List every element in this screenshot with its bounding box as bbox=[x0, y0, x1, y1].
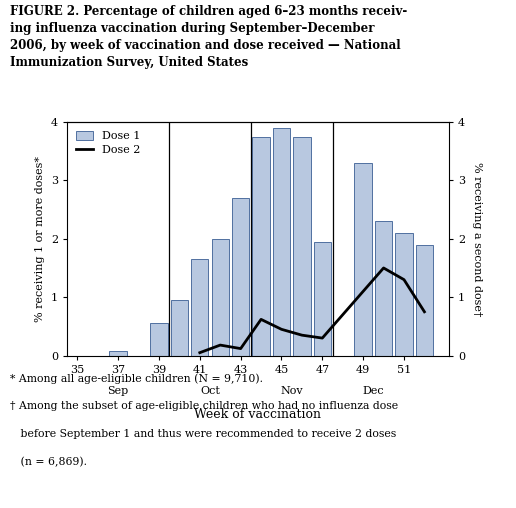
Bar bbox=[252, 137, 270, 356]
Legend: Dose 1, Dose 2: Dose 1, Dose 2 bbox=[73, 128, 143, 158]
Bar bbox=[416, 244, 433, 356]
Text: * Among all age-eligible children (N = 9,710).: * Among all age-eligible children (N = 9… bbox=[10, 373, 263, 384]
Bar bbox=[354, 163, 372, 356]
Text: Nov: Nov bbox=[280, 386, 303, 396]
Text: (n = 6,869).: (n = 6,869). bbox=[10, 457, 87, 467]
Text: Week of vaccination: Week of vaccination bbox=[195, 408, 321, 421]
Text: Sep: Sep bbox=[107, 386, 129, 396]
Text: Dec: Dec bbox=[363, 386, 384, 396]
Bar bbox=[212, 239, 229, 356]
Text: before September 1 and thus were recommended to receive 2 doses: before September 1 and thus were recomme… bbox=[10, 429, 397, 439]
Bar bbox=[375, 221, 392, 356]
Bar bbox=[314, 242, 331, 356]
Bar bbox=[395, 233, 413, 356]
Bar bbox=[273, 128, 290, 356]
Bar bbox=[150, 324, 168, 356]
Bar bbox=[293, 137, 311, 356]
Bar bbox=[191, 259, 208, 356]
Text: Oct: Oct bbox=[200, 386, 220, 396]
Text: FIGURE 2. Percentage of children aged 6–23 months receiv-
ing influenza vaccinat: FIGURE 2. Percentage of children aged 6–… bbox=[10, 5, 408, 69]
Y-axis label: % receiving 1 or more doses*: % receiving 1 or more doses* bbox=[36, 156, 45, 322]
Bar bbox=[171, 300, 188, 356]
Y-axis label: % receiving a second dose†: % receiving a second dose† bbox=[472, 162, 482, 316]
Bar bbox=[232, 198, 249, 356]
Text: † Among the subset of age-eligible children who had no influenza dose: † Among the subset of age-eligible child… bbox=[10, 401, 398, 411]
Bar bbox=[109, 351, 127, 356]
